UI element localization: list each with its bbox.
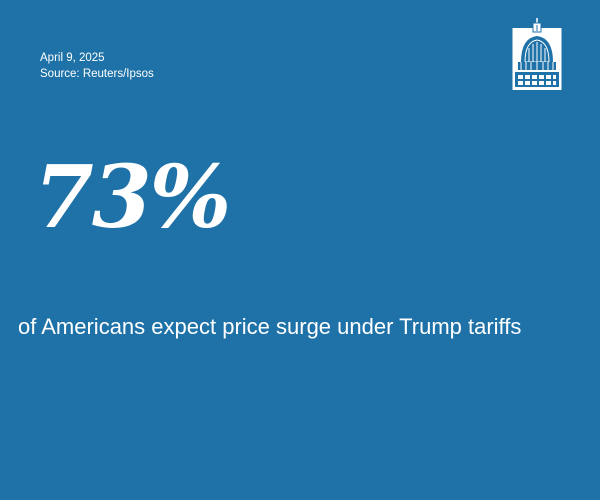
statistic-value: 73% xyxy=(34,147,231,248)
source-label: Source: Reuters/Ipsos xyxy=(40,68,154,80)
source-info: April 9, 2025 Source: Reuters/Ipsos xyxy=(40,50,154,82)
capitol-dome-icon xyxy=(512,18,562,91)
date-label: April 9, 2025 xyxy=(40,52,105,64)
headline: of Americans expect price surge under Tr… xyxy=(18,314,522,339)
